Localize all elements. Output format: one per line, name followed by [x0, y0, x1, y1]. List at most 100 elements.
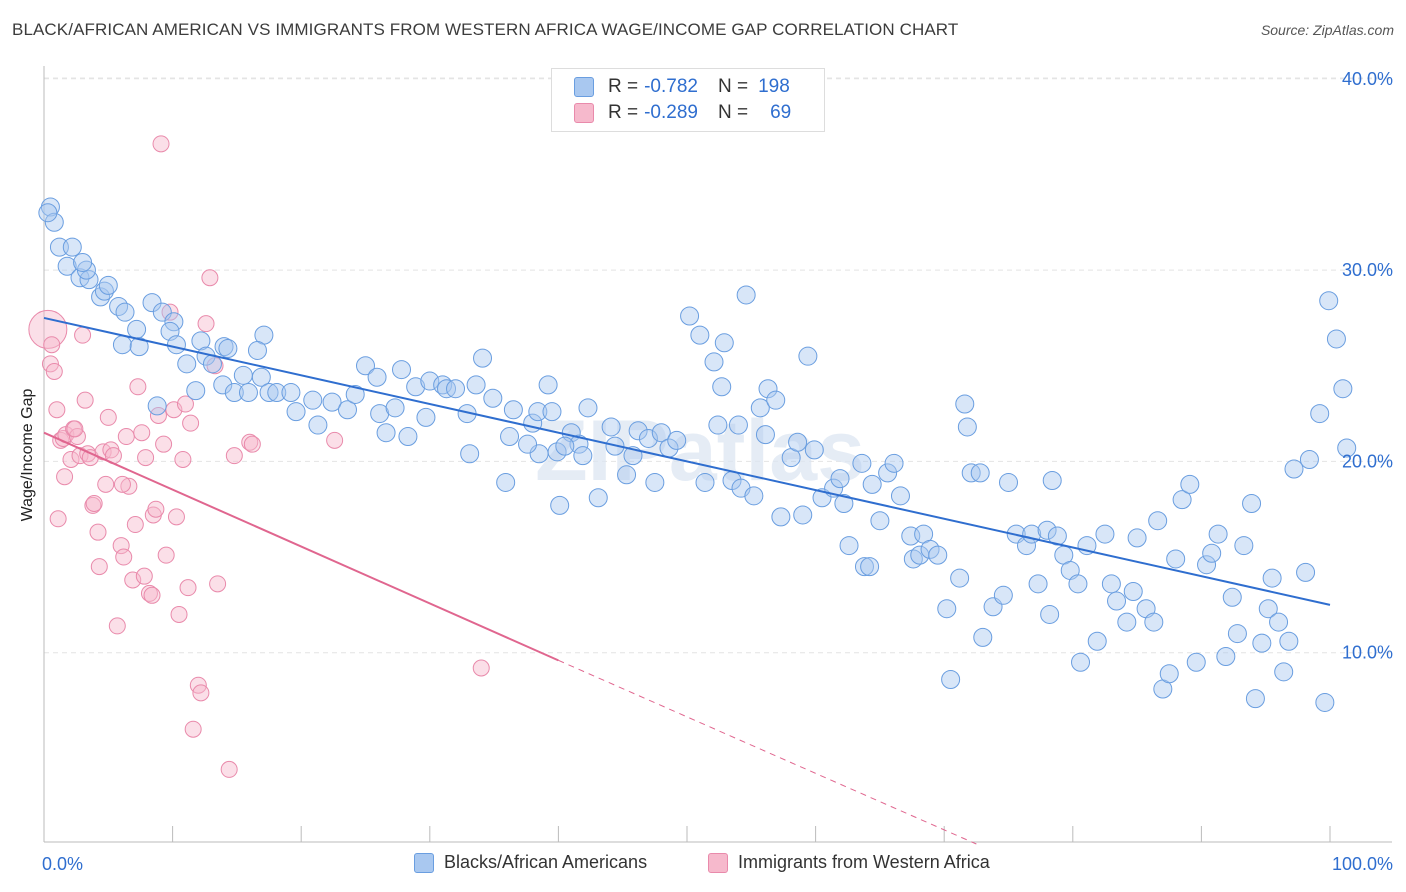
pink-point: [48, 401, 66, 419]
blue-point: [628, 421, 648, 441]
pink-point: [108, 617, 126, 635]
pink-point: [179, 579, 197, 597]
axes: [43, 66, 1392, 843]
blue-point: [920, 539, 940, 559]
blue-point: [755, 425, 775, 445]
pink-point: [43, 336, 61, 354]
trend-lines: [43, 316, 1331, 845]
pink-point: [241, 433, 259, 451]
pink-point: [45, 362, 63, 380]
source-credit: Source: ZipAtlas.com: [1260, 22, 1394, 38]
blue-point: [890, 486, 910, 506]
pink-point: [140, 584, 158, 602]
blue-point: [1208, 524, 1228, 544]
blue-point: [1159, 664, 1179, 684]
trend-line-immigrants: [43, 431, 559, 662]
blue-point: [1068, 574, 1088, 594]
blue-point: [213, 375, 233, 395]
blue-point: [555, 436, 575, 456]
pink-point: [137, 449, 155, 467]
blue-point: [322, 392, 342, 412]
blue-point: [771, 507, 791, 527]
pink-point: [85, 494, 103, 512]
blue-point: [542, 402, 562, 422]
blue-point: [62, 237, 82, 257]
blue-point: [937, 599, 957, 619]
blue-point: [496, 472, 516, 492]
blue-point: [750, 398, 770, 418]
legend-r-label: R =: [608, 76, 639, 97]
blue-point: [483, 388, 503, 408]
blue-point: [928, 545, 948, 565]
pink-point: [74, 326, 92, 344]
y-tick-label: 30.0%: [1342, 260, 1393, 280]
blue-point: [1245, 689, 1265, 709]
blue-point: [957, 417, 977, 437]
blue-point: [651, 423, 671, 443]
chart-title: BLACK/AFRICAN AMERICAN VS IMMIGRANTS FRO…: [12, 20, 959, 39]
blue-point: [1166, 549, 1186, 569]
blue-point: [1028, 574, 1048, 594]
pink-point: [167, 508, 185, 526]
blue-point: [218, 339, 238, 359]
blue-point: [1172, 490, 1192, 510]
blue-point: [166, 335, 186, 355]
blue-point: [830, 469, 850, 489]
legend-n-label: N =: [717, 76, 749, 97]
legend-n-value: 69: [770, 102, 792, 123]
blue-point: [1117, 612, 1137, 632]
blue-point: [528, 402, 548, 422]
blue-point: [578, 398, 598, 418]
blue-point: [1037, 520, 1057, 540]
pink-point: [126, 516, 144, 534]
x-tick-label-max: 100.0%: [1332, 854, 1393, 874]
blue-point: [1274, 662, 1294, 682]
pink-points: [28, 135, 490, 778]
pink-point: [135, 567, 153, 585]
pink-point: [90, 558, 108, 576]
blue-point: [376, 423, 396, 443]
legend-row-blacks: R = -0.782 N = 198: [574, 75, 790, 99]
pink-point: [192, 684, 210, 702]
blue-point: [345, 384, 365, 404]
blue-point: [94, 281, 114, 301]
blue-point: [714, 333, 734, 353]
blue-point: [601, 417, 621, 437]
pink-point: [170, 605, 188, 623]
blue-point: [392, 360, 412, 380]
blue-point: [1148, 511, 1168, 531]
blue-point: [267, 383, 287, 403]
blue-point: [999, 472, 1018, 492]
blue-point: [1180, 474, 1200, 494]
pink-point: [147, 500, 165, 518]
blue-point: [638, 428, 658, 448]
pink-point: [157, 546, 175, 564]
blue-point: [758, 379, 778, 399]
blue-point: [884, 453, 904, 473]
blue-point: [1296, 562, 1316, 582]
blue-point: [247, 340, 267, 360]
legend-item-immigrants[interactable]: Immigrants from Western Africa: [708, 852, 990, 873]
blue-point: [259, 383, 279, 403]
blue-point: [398, 427, 418, 447]
legend-item-blacks[interactable]: Blacks/African Americans: [414, 852, 647, 873]
pink-point: [129, 378, 147, 396]
blue-point: [303, 390, 323, 410]
blue-point: [164, 312, 184, 332]
blue-point: [416, 407, 436, 427]
pink-point: [176, 395, 194, 413]
blue-point: [1107, 591, 1127, 611]
blue-point: [1042, 471, 1062, 491]
y-tick-label: 40.0%: [1342, 69, 1393, 89]
legend-row-immigrants: R = -0.289 N = 69: [574, 101, 791, 125]
blue-point: [224, 383, 244, 403]
tick-labels: 10.0% 20.0% 30.0% 40.0% 0.0% 100.0%: [42, 69, 1393, 874]
blue-point: [286, 402, 306, 422]
pink-point: [113, 475, 131, 493]
blue-point: [862, 474, 882, 494]
blue-point: [191, 331, 211, 351]
blue-point: [973, 627, 993, 647]
blue-point: [547, 442, 567, 462]
pink-point: [62, 450, 80, 468]
